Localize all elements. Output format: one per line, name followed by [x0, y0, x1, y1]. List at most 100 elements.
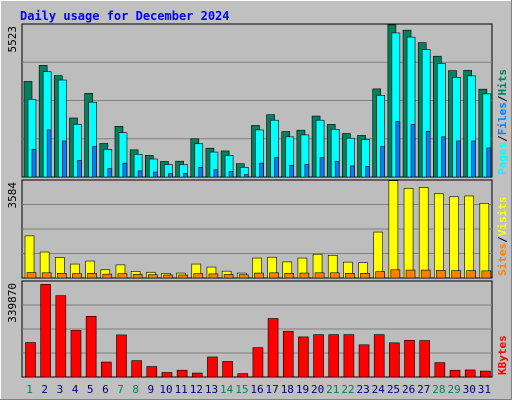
bar-pages	[350, 165, 355, 178]
bar-visits	[373, 231, 384, 279]
bar-sites	[269, 272, 279, 279]
bar-sites	[360, 273, 370, 279]
bar-sites	[26, 272, 37, 279]
x-tick-label: 29	[447, 383, 460, 396]
x-tick-label: 26	[402, 383, 415, 396]
bar-pages	[137, 170, 143, 178]
bar-kbytes	[252, 347, 264, 378]
bar-sites	[178, 274, 188, 279]
bar-sites	[193, 273, 204, 279]
bar-pages	[77, 160, 82, 178]
x-tick-label: 22	[341, 383, 354, 396]
x-tick-label: 13	[205, 383, 218, 396]
x-tick-label: 23	[357, 383, 370, 396]
bar-kbytes	[25, 342, 36, 378]
bar-pages	[168, 173, 173, 178]
x-tick-label: 5	[87, 383, 94, 396]
bar-sites	[57, 273, 67, 279]
bar-sites	[163, 274, 173, 279]
x-tick-label: 21	[326, 383, 339, 396]
bar-visits	[418, 187, 429, 279]
x-tick-label: 12	[190, 383, 203, 396]
x-tick-label: 27	[417, 383, 430, 396]
bar-visits	[479, 203, 490, 279]
x-tick-label: 25	[387, 383, 400, 396]
bar-kbytes	[389, 342, 400, 378]
legend-visits: Visits	[496, 197, 509, 237]
y-max-label: 339870	[6, 283, 19, 323]
bar-kbytes	[116, 334, 127, 378]
bar-sites	[147, 274, 158, 279]
bar-kbytes	[328, 334, 340, 378]
bar-kbytes	[222, 361, 233, 378]
bar-pages	[259, 162, 264, 178]
bar-kbytes	[404, 339, 415, 378]
bar-kbytes	[207, 356, 218, 378]
legend-pages: Pages	[496, 142, 509, 175]
x-tick-label: 6	[102, 383, 109, 396]
bar-pages	[289, 165, 295, 178]
x-tick-label: 31	[478, 383, 491, 396]
x-tick-label: 28	[432, 383, 445, 396]
bar-pages	[152, 171, 158, 178]
bar-kbytes	[343, 334, 355, 378]
bar-kbytes	[358, 344, 370, 378]
bar-kbytes	[161, 372, 173, 378]
bar-sites	[314, 272, 325, 279]
bar-sites	[87, 273, 97, 279]
bar-pages	[425, 130, 431, 178]
bar-pages	[122, 162, 128, 178]
x-tick-label: 9	[148, 383, 155, 396]
bar-pages	[471, 140, 476, 178]
bar-kbytes	[480, 370, 491, 378]
legend-separator: /	[496, 95, 509, 102]
bar-visits	[449, 196, 459, 279]
bar-kbytes	[237, 373, 249, 378]
legend-separator: /	[496, 135, 509, 142]
x-tick-label: 1	[26, 383, 33, 396]
bar-sites	[284, 273, 295, 279]
bar-kbytes	[131, 360, 142, 378]
bar-kbytes	[176, 369, 188, 378]
bar-pages	[456, 140, 461, 178]
bar-pages	[319, 157, 325, 178]
bar-pages	[183, 173, 188, 178]
legend-sites: Sites	[496, 243, 509, 276]
bar-pages	[198, 167, 204, 178]
bar-sites	[329, 272, 340, 279]
y-max-label: 3584	[6, 182, 19, 209]
bar-pages	[486, 147, 492, 178]
bar-sites	[466, 270, 476, 279]
legend: Pages/Files/Hits	[496, 69, 509, 175]
x-tick-label: 20	[311, 383, 324, 396]
legend-kbytes: KBytes	[496, 335, 509, 375]
bar-sites	[420, 269, 431, 279]
x-tick-label: 19	[296, 383, 309, 396]
bar-visits	[403, 188, 414, 279]
bar-kbytes	[40, 284, 51, 378]
bar-sites	[254, 272, 264, 279]
bar-visits	[24, 235, 35, 279]
bar-pages	[334, 161, 340, 178]
x-tick-label: 30	[463, 383, 476, 396]
bar-pages	[304, 164, 310, 178]
bar-kbytes	[298, 336, 309, 378]
bar-kbytes	[434, 362, 446, 378]
bar-kbytes	[55, 295, 67, 378]
bar-kbytes	[101, 361, 112, 378]
bar-kbytes	[70, 330, 82, 378]
legend: KBytes	[496, 335, 509, 375]
bar-sites	[405, 269, 416, 279]
panel-kbytes: 339870 KBytes	[6, 280, 509, 378]
bar-pages	[410, 124, 416, 178]
legend-hits: Hits	[496, 69, 509, 96]
bar-kbytes	[313, 334, 324, 378]
bar-kbytes	[267, 318, 279, 378]
bar-sites	[223, 274, 234, 279]
x-axis-labels: 1 2 3 4 5 6 7 8 9 10 11 12 13 14 15 16 17 18 19 20 21 22 23 24 2…	[26, 383, 491, 396]
bar-kbytes	[146, 366, 158, 378]
bar-pages	[31, 148, 37, 178]
bar-pages	[213, 169, 219, 178]
bar-pages	[107, 168, 113, 178]
y-max-label: 5523	[6, 26, 19, 53]
